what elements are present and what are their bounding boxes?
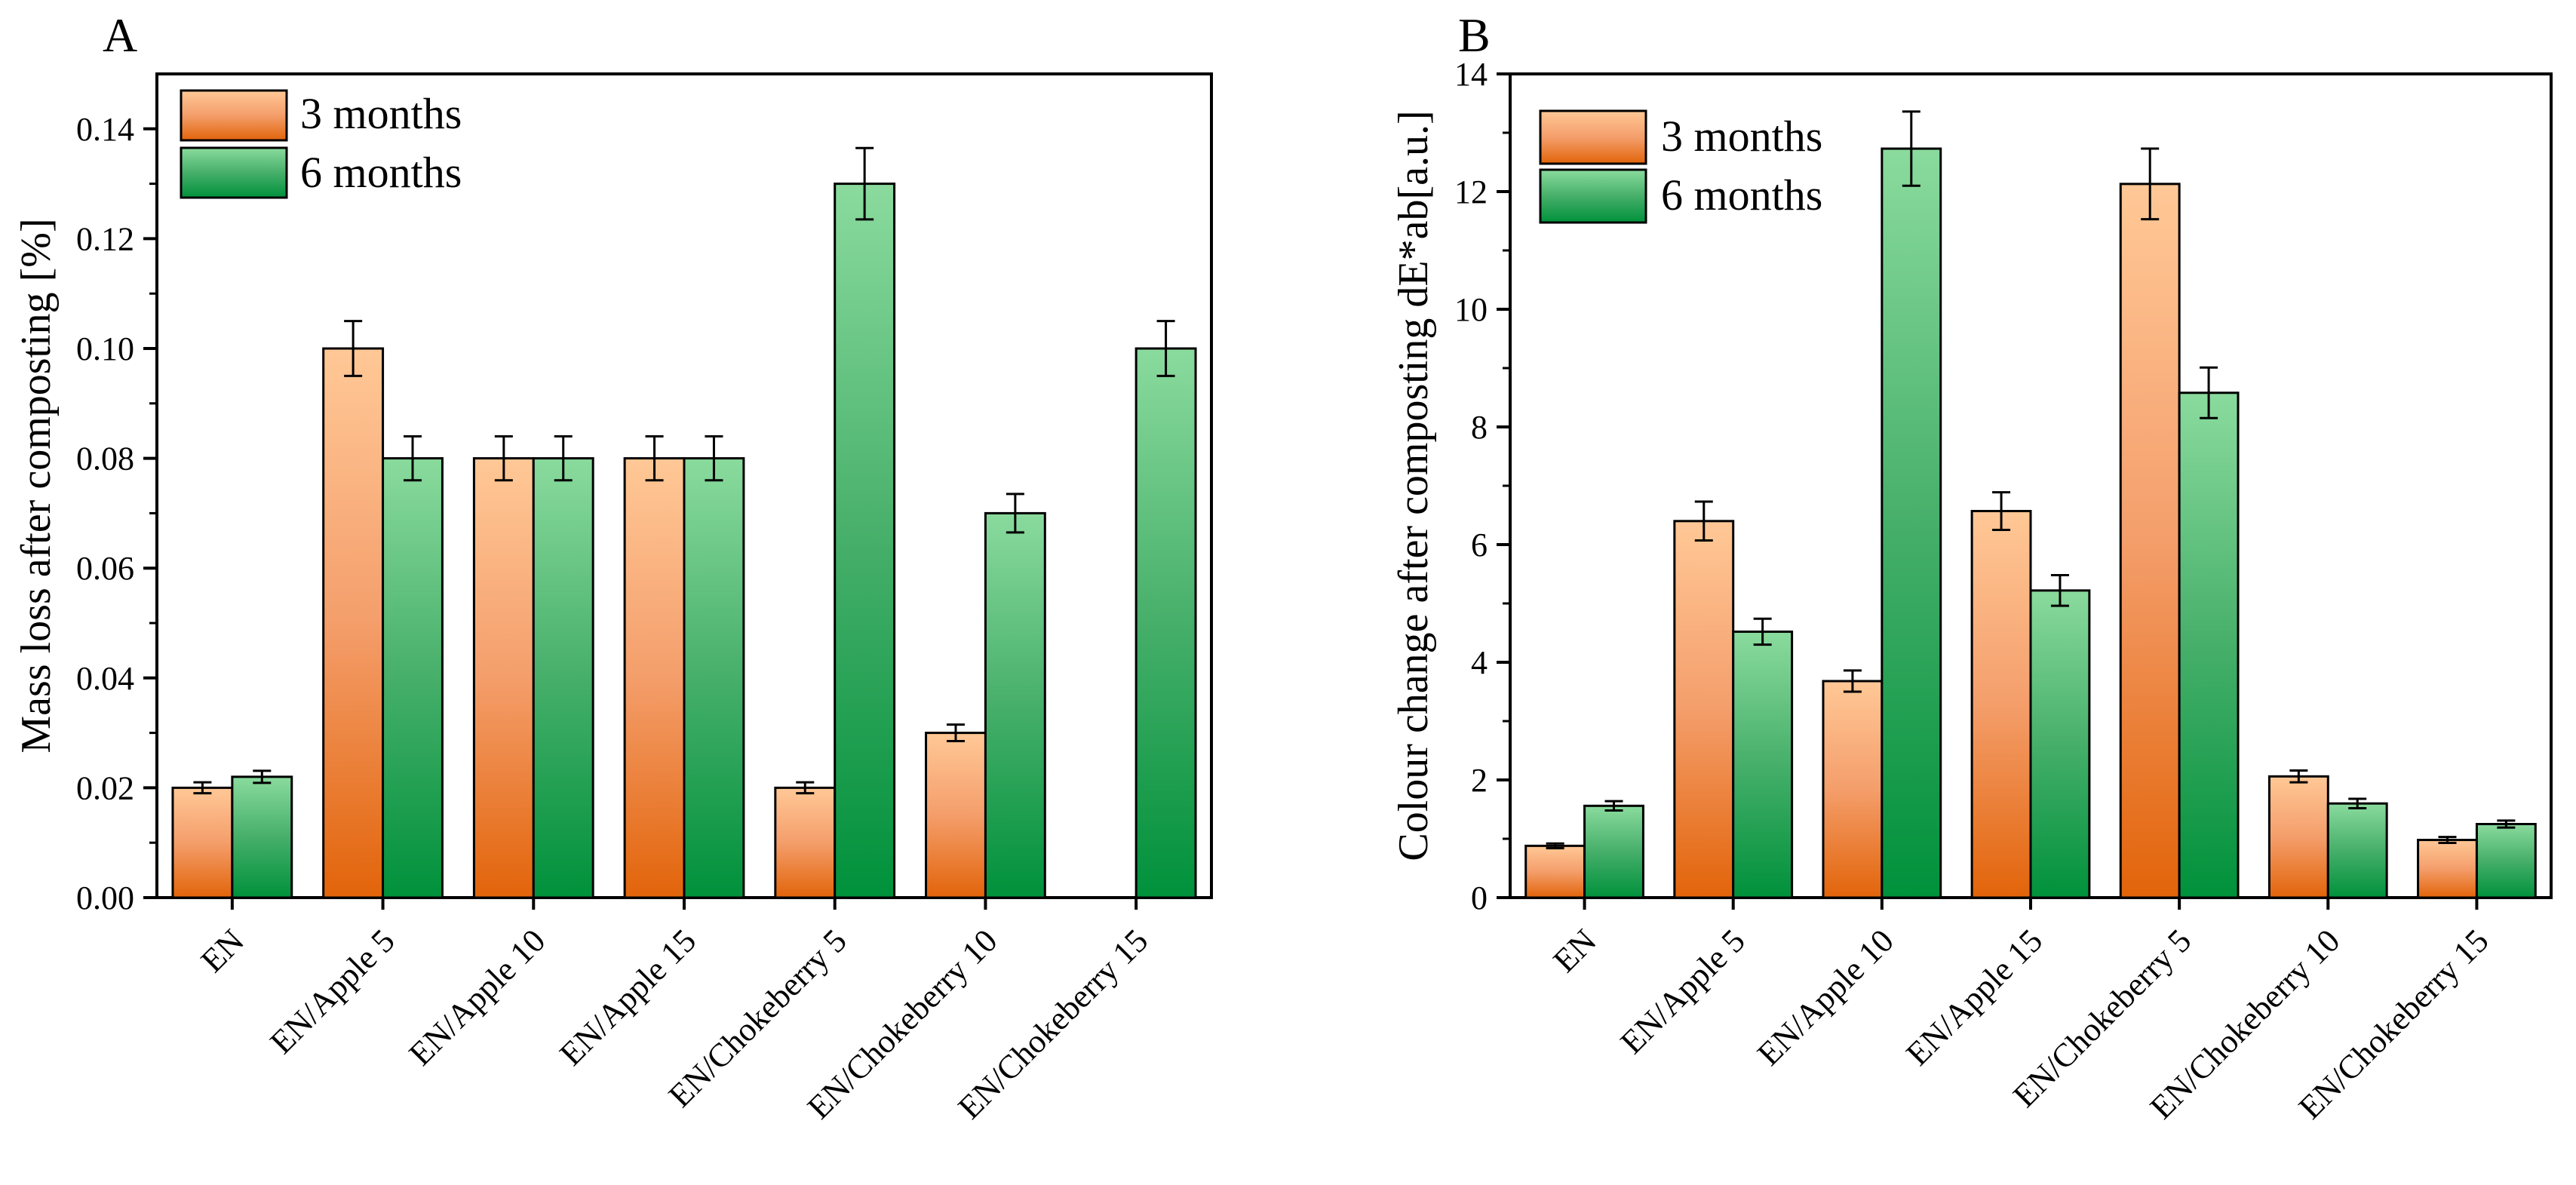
y-tick-label-a: 0.06 (76, 550, 134, 587)
y-tick-label-b: 8 (1471, 409, 1488, 446)
y-ticks-b: 0 2 4 6 8 10 12 14 (1454, 56, 1510, 916)
x-tick-label-b: EN/Apple 5 (1613, 922, 1752, 1061)
legend-b-label-6-months: 6 months (1661, 170, 1822, 220)
legend-a-label-6-months: 6 months (300, 148, 462, 197)
x-tick-label-a: EN/Apple 10 (402, 922, 553, 1073)
x-tick-label-b: EN/Apple 10 (1750, 922, 1901, 1073)
y-axis-label-a: Mass loss after composting [%] (13, 218, 60, 753)
bar-b-3-months (1822, 680, 1884, 899)
y-tick-label-a: 0.12 (76, 220, 134, 257)
panel-a: A 0.000.020.040.060.080.100.120.14 EN EN/… (13, 8, 1213, 1126)
bar-b-6-months (1583, 804, 1644, 899)
x-tick-label-b: EN (1546, 922, 1604, 979)
y-tick-label-b: 0 (1471, 880, 1488, 916)
y-tick-label-a: 0.00 (76, 880, 134, 916)
bar-b-3-months (1524, 844, 1586, 899)
bar-a-6-months (683, 457, 745, 899)
panel-b: B 0 2 4 6 8 10 12 14 EN EN/Apple 5EN/Apple 10EN/… (1390, 8, 2553, 1126)
bar-a-3-months (171, 786, 234, 899)
bar-a-3-months (925, 732, 987, 899)
bar-b-6-months (1881, 147, 1942, 899)
y-tick-label-a: 0.02 (76, 769, 134, 806)
bar-a-3-months (774, 786, 837, 899)
x-tick-label-a: EN/Apple 15 (552, 922, 703, 1073)
bar-b-6-months (2326, 802, 2388, 899)
bar-a-6-months (382, 457, 444, 899)
bar-a-3-months (322, 347, 385, 899)
y-tick-label-a: 0.14 (76, 111, 134, 148)
x-tick-label-b: EN/Apple 15 (1899, 922, 2049, 1073)
y-tick-label-b: 12 (1454, 173, 1488, 210)
legend-b: 3 months 6 months (1539, 109, 1822, 224)
y-axis-label-b: Colour change after composting dE*ab[a.u… (1390, 110, 1437, 861)
bar-a-6-months (834, 183, 896, 899)
x-tick-label-a: EN/Apple 5 (263, 922, 402, 1061)
x-tick-label-a: EN (194, 922, 251, 979)
bar-a-3-months (472, 457, 535, 899)
y-tick-label-a: 0.04 (76, 660, 134, 697)
legend-a-swatch-6-months (180, 146, 288, 199)
bar-b-6-months (1732, 630, 1794, 899)
y-tick-label-a: 0.10 (76, 330, 134, 367)
y-tick-label-b: 2 (1471, 762, 1488, 799)
bar-a-6-months (231, 775, 293, 899)
legend-b-swatch-3-months (1539, 109, 1647, 165)
bar-b-6-months (2178, 391, 2240, 899)
panel-label-b: B (1458, 8, 1491, 62)
bar-b-3-months (1673, 520, 1735, 899)
bars-b (1524, 110, 2537, 899)
y-tick-label-b: 14 (1454, 56, 1488, 93)
y-ticks-a: 0.00 0.02 0.04 0.06 0.08 0.10 0.12 0.14 (76, 111, 157, 916)
bar-b-3-months (2417, 839, 2478, 899)
bar-a-6-months (1134, 347, 1197, 899)
bar-b-3-months (2119, 183, 2181, 899)
y-tick-label-b: 6 (1471, 526, 1488, 563)
bar-a-3-months (623, 457, 686, 899)
y-tick-label-a: 0.08 (76, 441, 134, 477)
legend-a: 3 months 6 months (180, 89, 462, 199)
bar-b-3-months (2267, 775, 2329, 899)
legend-a-swatch-3-months (180, 89, 288, 142)
bar-b-6-months (2029, 589, 2091, 899)
bar-b-3-months (1970, 510, 2032, 899)
legend-b-label-3-months: 3 months (1661, 112, 1822, 161)
y-tick-label-b: 4 (1471, 644, 1488, 681)
bar-a-6-months (984, 511, 1046, 899)
legend-a-label-3-months: 3 months (300, 89, 462, 138)
x-ticks-a: EN EN/Apple 5 EN/Apple 10 EN/Apple 15EN/Cho… (194, 898, 1155, 1126)
bars-a (171, 146, 1197, 899)
bar-a-6-months (532, 457, 594, 899)
y-tick-label-b: 10 (1454, 291, 1488, 328)
legend-b-swatch-6-months (1539, 168, 1647, 224)
panel-label-a: A (103, 8, 137, 62)
bar-b-6-months (2475, 823, 2537, 899)
